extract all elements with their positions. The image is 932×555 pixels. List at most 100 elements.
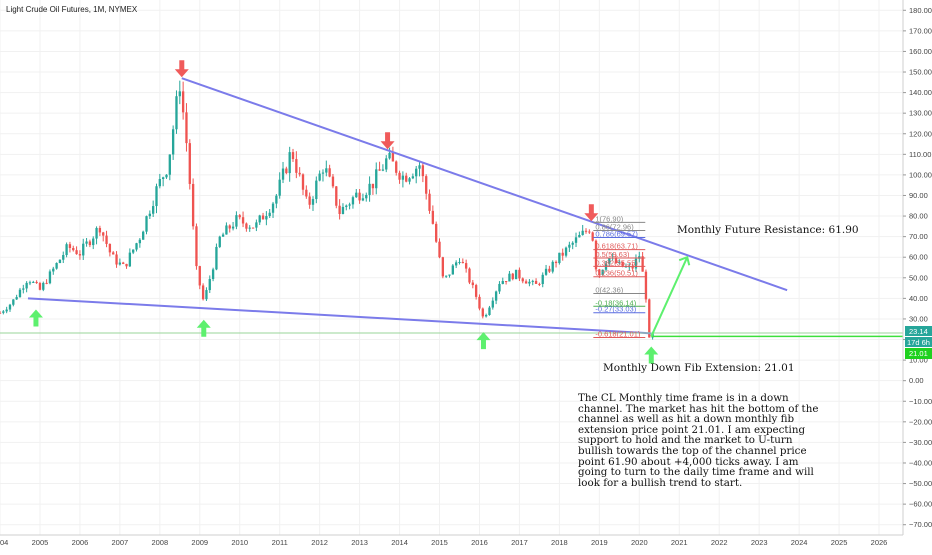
y-tick-label: 160.00 [909,47,932,56]
candle-body [478,296,481,309]
candle-body [142,231,145,240]
candle-body [191,183,195,227]
x-tick-label: 2012 [311,538,328,547]
candle-body [428,193,431,211]
candle-body [261,215,265,220]
x-tick-label: 2007 [112,538,129,547]
candle-body [598,269,601,276]
candle-body [78,254,82,256]
candle-body [228,225,231,229]
countdown-badge: 17d 6h [907,338,930,347]
candle-body [62,255,65,260]
candle-body [201,285,205,300]
candle-body [481,308,484,317]
candle-body [112,252,115,255]
candle-body [315,180,318,200]
y-tick-label: 60.00 [909,253,928,262]
candle-body [398,172,401,180]
candle-body [158,179,161,187]
candle-body [435,223,438,242]
candle-body [421,165,425,177]
candle-body [464,263,468,269]
candle-body [275,195,278,204]
candle-body [245,223,248,229]
candle-body [524,281,528,284]
candle-body [195,226,198,267]
x-tick-label: 2006 [72,538,89,547]
y-axis-panel [903,0,932,550]
countdown-badge-bg [905,337,932,347]
candle-body [461,261,464,264]
candle-body [411,176,415,179]
fib-level-label: 0.618(63.71) [595,242,638,251]
candle-body [341,206,345,215]
candle-body [45,282,48,284]
candle-body [255,222,258,228]
candle-body [494,291,498,301]
candle-body [268,212,271,217]
candle-body [371,183,375,189]
candle-body [35,281,38,284]
candle-body [351,197,355,205]
y-tick-label: −40.00 [909,458,932,467]
candle-body [278,179,281,196]
bullish-arrow-icon [28,309,43,327]
candle-body [72,247,75,251]
candle-body [554,261,558,264]
candle-body [325,168,328,173]
candle-body [298,172,301,175]
candle-body [531,280,534,282]
candle-body [321,172,325,174]
candle-body [32,281,35,283]
fib-level-label: 0.786(69.57) [595,230,638,239]
candle-body [22,288,25,290]
candle-body [504,281,508,283]
candle-body [621,261,624,267]
y-tick-label: 130.00 [909,109,932,118]
candle-body [52,268,55,272]
x-tick-label: 2009 [191,538,208,547]
candle-body [311,199,315,205]
candle-body [378,169,381,171]
candle-body [305,189,308,197]
y-tick-label: 90.00 [909,191,928,200]
candle-body [601,269,604,276]
candle-body [368,183,371,195]
candle-body [145,216,148,232]
candle-body [578,235,581,238]
channel-lower-line [27,297,652,335]
candle-body [328,168,331,177]
candle-body [221,234,225,237]
candle-body [388,152,391,159]
candle-body [361,198,365,201]
y-tick-label: 100.00 [909,170,932,179]
candle-body [488,307,491,315]
fib-extension-annotation: Monthly Down Fib Extension: 21.01 [603,362,795,374]
candle-body [18,289,22,298]
candle-body [215,246,218,270]
candle-body [648,299,651,338]
x-tick-label: 2020 [631,538,648,547]
candle-body [178,91,181,97]
candle-body [514,269,518,280]
candle-body [608,258,611,264]
candle-body [248,227,251,229]
candle-body [631,266,634,269]
analysis-description: The CL Monthly time frame is in a down c… [578,392,819,489]
y-tick-label: −60.00 [909,500,932,509]
fib-level-label: 0.5(59.63) [595,250,630,259]
candle-body [498,283,501,292]
candle-body [308,196,311,205]
candle-body [581,230,584,236]
candle-body [568,244,571,248]
candle-body [238,215,241,218]
candle-body [85,241,88,244]
y-tick-label: −20.00 [909,417,932,426]
x-tick-label: 2022 [711,538,728,547]
candle-body [584,230,588,232]
candle-body [501,281,504,284]
bullish-arrow-icon [476,332,491,350]
candle-body [564,247,568,256]
